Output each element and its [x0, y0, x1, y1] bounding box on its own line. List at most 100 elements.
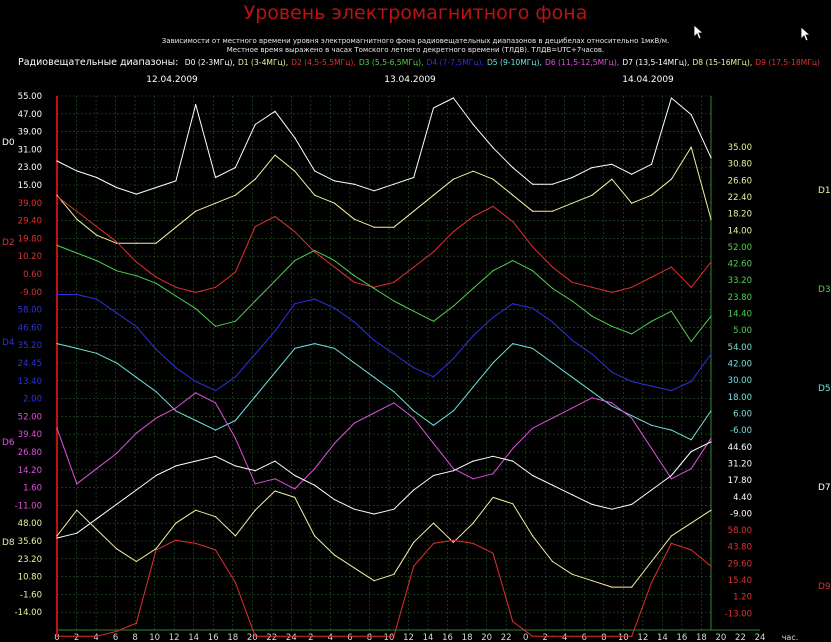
- x-tick-label: 4: [562, 633, 567, 642]
- data-point-D1: [333, 202, 336, 204]
- data-point-D1: [175, 226, 177, 228]
- data-point-D6: [611, 402, 613, 404]
- right-tick-label: 5.00: [733, 326, 752, 336]
- right-tick-label: 14.40: [728, 310, 752, 320]
- series-line-D7: [56, 441, 712, 539]
- data-point-D8: [571, 573, 573, 575]
- x-tick-label: 10: [384, 633, 395, 642]
- data-point-D0: [214, 176, 217, 179]
- data-point-D0: [532, 183, 534, 185]
- data-point-D3: [690, 340, 692, 343]
- data-point-D8: [195, 509, 197, 511]
- data-point-D0: [353, 183, 355, 185]
- right-band-label: D7: [818, 483, 831, 493]
- data-point-D4: [432, 376, 435, 378]
- data-point-D6: [214, 402, 217, 404]
- data-point-D3: [353, 275, 355, 277]
- data-point-D0: [551, 183, 554, 185]
- data-point-D8: [432, 522, 435, 524]
- data-point-D3: [551, 287, 554, 289]
- data-point-D5: [115, 362, 118, 364]
- left-tick-label: 46.60: [18, 323, 42, 333]
- data-point-D6: [631, 417, 633, 419]
- data-point-D7: [472, 460, 474, 462]
- left-tick-label: 13.40: [18, 377, 42, 387]
- data-point-D9: [314, 635, 316, 637]
- data-point-D7: [76, 532, 78, 534]
- data-point-D0: [432, 107, 435, 109]
- data-point-D5: [274, 371, 276, 374]
- legend-item-6: D6 (11,5-12,5МГц),: [544, 58, 620, 67]
- legend-item-4: D4 (7-7,5МГц),: [426, 58, 484, 67]
- x-tick-label: 6: [582, 633, 587, 642]
- left-tick-label: 0.60: [23, 270, 42, 280]
- data-point-D6: [591, 397, 593, 399]
- data-point-D1: [631, 202, 633, 204]
- data-point-D0: [115, 186, 118, 189]
- data-point-D9: [532, 635, 534, 637]
- data-point-D2: [294, 231, 296, 233]
- data-point-D8: [135, 560, 137, 563]
- data-point-D4: [670, 390, 672, 392]
- data-point-D7: [611, 508, 613, 510]
- data-point-D3: [254, 300, 256, 302]
- data-point-D0: [452, 97, 454, 99]
- data-point-D5: [472, 386, 474, 388]
- data-point-D5: [373, 376, 375, 378]
- right-tick-label: 33.20: [728, 276, 752, 286]
- data-point-D4: [591, 353, 593, 355]
- data-point-D6: [512, 447, 514, 450]
- data-point-D0: [96, 176, 98, 179]
- right-tick-label: 26.60: [728, 176, 752, 186]
- data-point-D4: [175, 367, 177, 369]
- data-point-D2: [96, 226, 98, 228]
- right-tick-label: 29.60: [728, 559, 752, 569]
- data-point-D6: [294, 488, 296, 490]
- legend-item-8: D8 (15-16МГц),: [692, 58, 753, 67]
- data-point-D6: [452, 468, 454, 470]
- data-point-D7: [56, 537, 58, 539]
- data-point-D5: [492, 362, 494, 364]
- chart-subtitle-2: Местное время выражено в часах Томского …: [226, 46, 605, 54]
- date-label: 14.04.2009: [622, 75, 674, 85]
- data-point-D7: [294, 474, 296, 477]
- data-point-D7: [234, 465, 236, 467]
- data-point-D2: [214, 286, 217, 288]
- right-band-label: D1: [818, 186, 831, 196]
- legend-item-2: D2 (4,5-5,5МГц),: [291, 58, 356, 67]
- data-point-D5: [254, 395, 256, 398]
- data-point-D0: [591, 167, 593, 169]
- data-point-D8: [76, 509, 78, 511]
- data-point-D8: [631, 586, 633, 588]
- data-point-D8: [532, 535, 534, 537]
- data-point-D4: [294, 303, 296, 305]
- x-tick-label: 12: [637, 633, 648, 642]
- data-point-D1: [96, 234, 98, 236]
- data-point-D3: [452, 305, 454, 307]
- right-tick-label: 4.40: [733, 493, 752, 503]
- x-tick-label: 20: [247, 633, 258, 642]
- data-point-D2: [195, 291, 197, 293]
- data-point-D8: [333, 554, 336, 556]
- data-point-D0: [373, 190, 375, 192]
- data-point-D6: [571, 407, 573, 409]
- data-point-D1: [294, 170, 296, 172]
- right-tick-label: 30.00: [728, 376, 752, 386]
- data-point-D9: [115, 630, 118, 632]
- data-point-D4: [96, 298, 98, 300]
- right-tick-label: 31.20: [728, 459, 752, 469]
- data-point-D7: [571, 494, 573, 496]
- data-point-D1: [571, 202, 573, 204]
- data-point-D2: [532, 246, 534, 248]
- data-point-D3: [710, 315, 712, 317]
- data-point-D3: [155, 282, 157, 284]
- data-point-D0: [571, 176, 573, 179]
- data-point-D8: [611, 586, 613, 588]
- data-point-D1: [551, 210, 554, 212]
- data-point-D8: [274, 490, 276, 492]
- data-point-D6: [690, 468, 692, 470]
- data-point-D2: [670, 266, 672, 268]
- data-point-D7: [670, 474, 672, 477]
- right-band-label: D3: [818, 285, 831, 295]
- right-tick-label: 23.80: [728, 293, 752, 303]
